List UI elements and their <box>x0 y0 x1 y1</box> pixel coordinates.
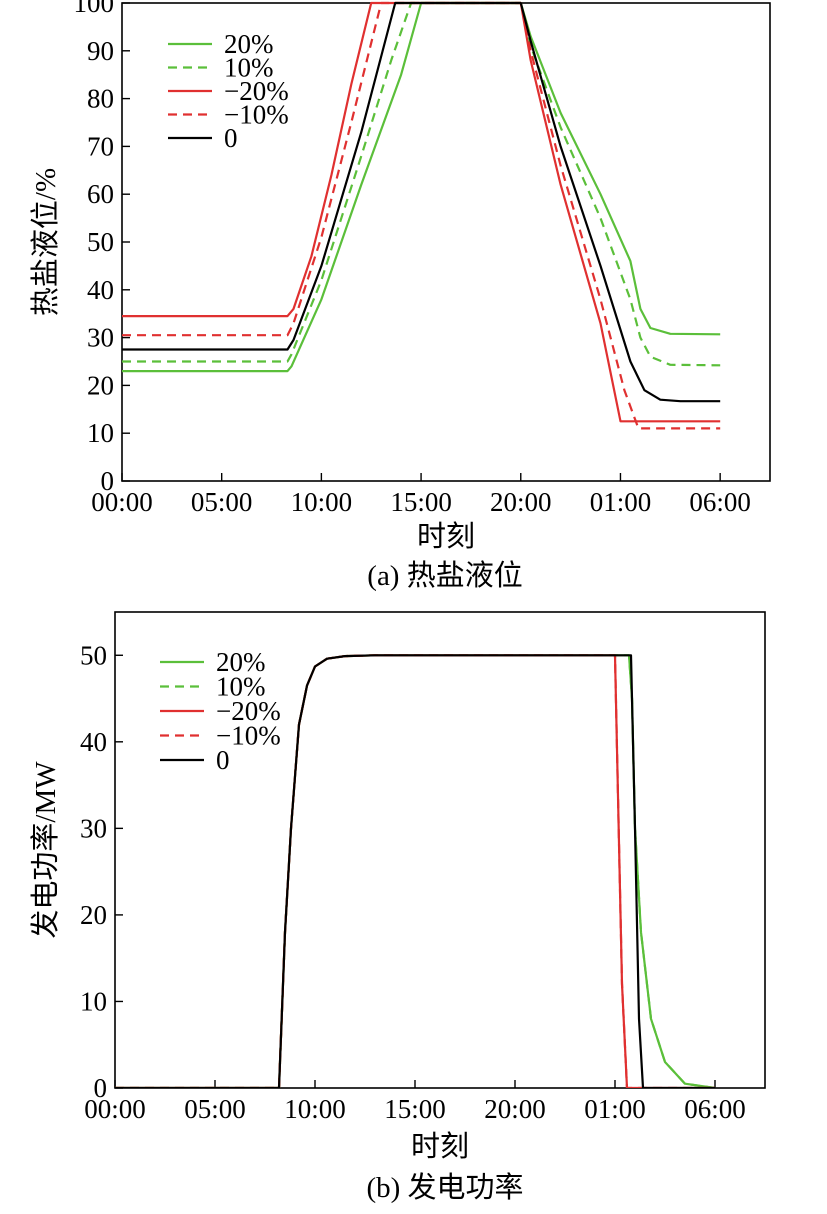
x-tick-label: 05:00 <box>191 487 253 517</box>
chart-a-liquid-level: 0 10 20 30 40 50 60 70 80 90 100 00:00 05:00 10:00 15:… <box>29 0 771 592</box>
series-line <box>115 654 715 1088</box>
y-tick-label: 0 <box>94 1073 108 1103</box>
x-tick-label: 06:00 <box>684 1094 746 1124</box>
legend-label: 20% <box>216 647 266 677</box>
y-tick-label: 10 <box>87 418 114 448</box>
y-tick-label: 70 <box>87 131 114 161</box>
y-tick-label: 80 <box>87 84 114 114</box>
x-tick-label: 20:00 <box>484 1094 546 1124</box>
legend-label: 0 <box>216 745 230 775</box>
legend-label: 10% <box>216 672 266 702</box>
x-tick-label: 00:00 <box>84 1094 146 1124</box>
y-tick-label: 60 <box>87 179 114 209</box>
x-tick-label: 01:00 <box>584 1094 646 1124</box>
plot-frame <box>114 611 766 1089</box>
legend-label: 10% <box>224 53 274 83</box>
y-tick-label: 0 <box>101 466 115 496</box>
x-tick-label: 20:00 <box>490 487 552 517</box>
legend-label: 20% <box>224 29 274 59</box>
plot-frame <box>121 2 771 482</box>
x-tick-label: 01:00 <box>590 487 652 517</box>
legend-label: 0 <box>224 123 238 153</box>
x-axis-title: 时刻 <box>411 1130 469 1163</box>
y-tick-label: 50 <box>87 227 114 257</box>
series-line <box>122 1 721 367</box>
y-tick-label: 20 <box>80 900 107 930</box>
x-tick-label: 15:00 <box>384 1094 446 1124</box>
legend-label: −10% <box>216 721 281 751</box>
series-line <box>115 654 715 1088</box>
y-tick-label: 20 <box>87 370 114 400</box>
y-tick-label: 10 <box>80 986 107 1016</box>
legend-label: −10% <box>224 100 289 130</box>
y-tick-label: 30 <box>87 323 114 353</box>
x-axis-title: 时刻 <box>417 520 475 553</box>
figure-caption: (b) 发电功率 <box>366 1171 523 1204</box>
x-tick-label: 15:00 <box>390 487 452 517</box>
y-tick-label: 40 <box>80 727 107 757</box>
series-line <box>122 1 721 403</box>
y-axis-title: 热盐液位/% <box>29 168 62 316</box>
series-line <box>115 654 716 1088</box>
x-tick-label: 10:00 <box>291 487 353 517</box>
series-line <box>115 654 716 1088</box>
x-tick-label: 05:00 <box>184 1094 246 1124</box>
series-line <box>122 1 721 430</box>
y-tick-label: 40 <box>87 275 114 305</box>
y-axis-title: 发电功率/MW <box>29 761 62 939</box>
y-tick-label: 100 <box>74 0 115 18</box>
y-tick-label: 30 <box>80 813 107 843</box>
legend-label: −20% <box>216 696 281 726</box>
figure-caption: (a) 热盐液位 <box>367 559 522 592</box>
series-line <box>115 654 715 1088</box>
x-tick-label: 06:00 <box>689 487 751 517</box>
legend-label: −20% <box>224 76 289 106</box>
x-tick-label: 10:00 <box>284 1094 346 1124</box>
y-tick-label: 50 <box>80 640 107 670</box>
y-tick-label: 90 <box>87 36 114 66</box>
chart-b-power-output: 0 10 20 30 40 50 00:00 05:00 10:00 15:00 20:00 01:0… <box>29 611 766 1204</box>
series-line <box>122 1 721 423</box>
x-tick-label: 00:00 <box>91 487 153 517</box>
